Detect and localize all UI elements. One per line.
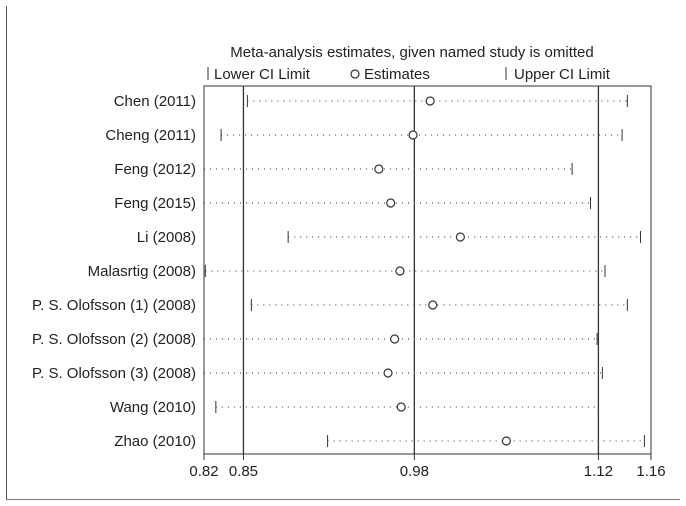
reference-lines (242, 86, 600, 454)
study-label: P. S. Olofsson (2) (2008) (32, 331, 196, 348)
estimate-marker (395, 266, 405, 276)
legend: Lower CI Limit Estimates Upper CI Limit (207, 66, 611, 83)
lower-ci-legend-label: Lower CI Limit (214, 66, 311, 83)
study-label: Cheng (2011) (105, 127, 196, 144)
study-row: Li (2008) (137, 229, 641, 246)
study-row: P. S. Olofsson (2) (2008) (32, 331, 598, 348)
estimate-marker (390, 334, 400, 344)
estimate-legend-marker (350, 69, 360, 79)
study-label: P. S. Olofsson (3) (2008) (32, 365, 196, 382)
study-label: Malasrtig (2008) (88, 263, 196, 280)
study-row: Feng (2012) (114, 161, 573, 178)
x-tick-label: 1.12 (584, 463, 613, 480)
estimate-marker (386, 198, 396, 208)
estimate-marker (428, 300, 438, 310)
x-tick-label: 0.85 (229, 463, 258, 480)
estimate-marker (501, 436, 511, 446)
study-label: Chen (2011) (114, 93, 196, 110)
estimate-marker (425, 96, 435, 106)
study-row: Feng (2015) (114, 195, 592, 212)
upper-ci-legend-label: Upper CI Limit (514, 66, 611, 83)
chart-title: Meta-analysis estimates, given named stu… (230, 44, 594, 61)
x-tick-label: 1.16 (636, 463, 665, 480)
frame-left-border (6, 6, 7, 500)
x-axis-tick-labels: 0.82 0.85 0.98 1.12 1.16 (189, 454, 666, 480)
plot-area: Chen (2011) Cheng (2011) Feng (2012) Feng (… (32, 85, 652, 455)
estimate-marker (396, 402, 406, 412)
study-label: Li (2008) (137, 229, 196, 246)
study-label: P. S. Olofsson (1) (2008) (32, 297, 196, 314)
study-row: P. S. Olofsson (3) (2008) (32, 365, 603, 382)
study-label: Wang (2010) (110, 399, 196, 416)
estimate-marker (408, 130, 418, 140)
study-label: Feng (2012) (114, 161, 196, 178)
study-row: Cheng (2011) (105, 127, 623, 144)
study-rows: Chen (2011) Cheng (2011) Feng (2012) Feng (… (32, 93, 645, 450)
estimate-marker (374, 164, 384, 174)
estimate-legend-label: Estimates (364, 66, 430, 83)
study-row: Wang (2010) (110, 399, 599, 416)
study-row: Malasrtig (2008) (88, 263, 606, 280)
study-row: Zhao (2010) (114, 433, 645, 450)
frame-bottom-border (6, 499, 680, 500)
study-row: Chen (2011) (114, 93, 628, 110)
x-tick-label: 0.82 (189, 463, 218, 480)
estimate-marker (455, 232, 465, 242)
estimate-marker (383, 368, 393, 378)
x-tick-label: 0.98 (400, 463, 429, 480)
plot-border (203, 85, 652, 455)
study-label: Zhao (2010) (114, 433, 196, 450)
study-label: Feng (2015) (114, 195, 196, 212)
study-row: P. S. Olofsson (1) (2008) (32, 297, 628, 314)
